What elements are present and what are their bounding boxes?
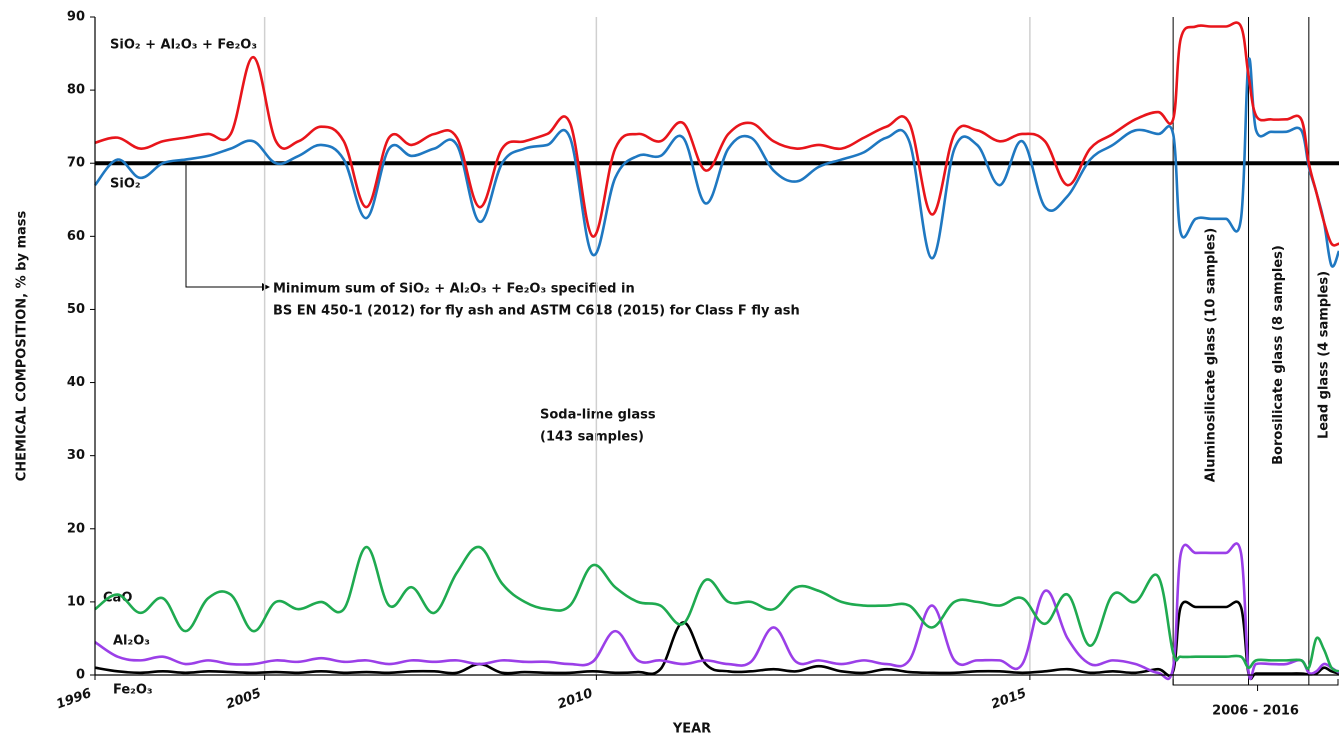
y-tick-label: 90 (67, 10, 85, 25)
group-label: Borosilicate glass (8 samples) (1271, 245, 1286, 465)
series-label: CaO (103, 591, 132, 606)
annotation: (143 samples) (540, 430, 644, 445)
x-tick-label: 2005 (224, 686, 263, 712)
x-tick-label: 1996 (54, 686, 93, 712)
y-tick-label: 70 (67, 156, 85, 171)
x-tick-label: 2010 (556, 686, 595, 712)
bracket-label: 2006 - 2016 (1212, 704, 1299, 719)
y-tick-label: 20 (67, 521, 85, 536)
series-line (93, 57, 1339, 268)
reference-label: Minimum sum of SiO₂ + Al₂O₃ + Fe₂O₃ spec… (273, 282, 635, 297)
y-tick-label: 0 (76, 668, 85, 683)
series-line (94, 21, 1339, 247)
series-line (94, 600, 1339, 681)
y-tick-label: 50 (67, 302, 85, 317)
y-tick-label: 40 (67, 375, 85, 390)
group-label: Aluminosilicate glass (10 samples) (1203, 228, 1218, 483)
x-axis-label: YEAR (672, 722, 711, 737)
series-label: Al₂O₃ (113, 634, 150, 649)
y-tick-label: 60 (67, 229, 85, 244)
y-tick-label: 10 (67, 594, 85, 609)
y-tick-label: 80 (67, 83, 85, 98)
series-label: SiO₂ (110, 177, 141, 192)
series-line (94, 542, 1339, 681)
series-line (94, 545, 1339, 673)
y-tick-label: 30 (67, 448, 85, 463)
arrow-head (262, 283, 270, 291)
group-label: Lead glass (4 samples) (1316, 271, 1331, 439)
annotation: Soda-lime glass (540, 408, 656, 423)
annotation-arrow (185, 165, 264, 288)
series-label: Fe₂O₃ (113, 683, 153, 698)
y-axis-label: CHEMICAL COMPOSITION, % by mass (15, 210, 30, 481)
series-label: SiO₂ + Al₂O₃ + Fe₂O₃ (110, 38, 257, 53)
bracket (1172, 679, 1339, 686)
x-tick-label: 2015 (989, 686, 1028, 712)
reference-label: BS EN 450-1 (2012) for fly ash and ASTM … (273, 304, 800, 319)
